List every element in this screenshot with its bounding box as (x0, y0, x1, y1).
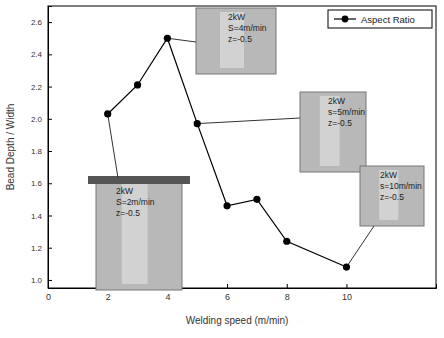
annotation-arrow (346, 226, 374, 267)
annotation-arrow (197, 118, 300, 124)
x-tick: 8 (285, 284, 290, 302)
x-tick-label: 10 (342, 292, 352, 302)
annotation-text: S=4m/min (228, 23, 267, 33)
y-tick: 1.0 (31, 276, 52, 285)
y-tick: 1.2 (31, 244, 52, 253)
x-tick: 10 (342, 284, 352, 302)
x-tick: 6 (225, 284, 230, 302)
y-tick: 2.0 (31, 115, 52, 124)
y-axis-title: Bead Depth / Width (5, 104, 16, 191)
y-tick-mark (48, 119, 52, 120)
y-tick-mark (48, 54, 52, 55)
y-tick-label: 2.4 (31, 50, 43, 59)
annotation-arrow (167, 38, 196, 42)
y-tick: 2.6 (31, 18, 52, 27)
y-axis: 1.0 1.2 1.4 1.6 1.8 2.0 2.2 2.4 2.6 (31, 7, 52, 289)
annotation-text: S=2m/min (116, 197, 155, 207)
y-tick-label: 1.2 (31, 244, 43, 253)
y-tick-label: 2.6 (31, 18, 43, 27)
inset-band (88, 176, 190, 184)
inset-image (360, 166, 424, 226)
y-tick: 2.2 (31, 83, 52, 92)
y-tick: 1.4 (31, 212, 52, 221)
y-tick-label: 1.0 (31, 276, 43, 285)
chart: 02468101.01.21.41.61.82.02.22.42.62kWS=2… (0, 0, 444, 338)
series-marker (253, 196, 260, 203)
annotations: 2kWS=2m/minz=-0.52kWS=4m/minz=-0.52kWs=5… (88, 8, 424, 290)
annotation-text: 2kW (116, 186, 133, 196)
series-marker (164, 35, 171, 42)
inset-image (196, 8, 276, 74)
annotation-arrow (108, 114, 118, 178)
series-marker (104, 110, 111, 117)
y-tick-mark (48, 151, 52, 152)
plot: 02468101.01.21.41.61.82.02.22.42.62kWS=2… (31, 6, 437, 302)
y-tick: 2.4 (31, 50, 52, 59)
y-tick-mark (48, 87, 52, 88)
legend: Aspect Ratio (328, 10, 432, 28)
y-tick-label: 1.6 (31, 179, 43, 188)
x-tick-label: 6 (225, 292, 230, 302)
legend-label: Aspect Ratio (361, 14, 415, 25)
series-marker (194, 120, 201, 127)
x-tick-mark (227, 284, 228, 288)
annotation-text: z=-0.5 (380, 192, 404, 202)
annotation-text: 2kW (228, 12, 245, 22)
y-tick-mark (48, 215, 52, 216)
series-line (108, 38, 347, 267)
annotation: 2kWs=5m/minz=-0.5 (197, 92, 366, 172)
inset-image (96, 178, 182, 290)
x-tick-label: 8 (285, 292, 290, 302)
x-tick-mark (287, 284, 288, 288)
y-tick-label: 2.2 (31, 83, 43, 92)
y-tick-mark (48, 183, 52, 184)
x-axis-title: Welding speed (m/min) (186, 315, 289, 326)
annotation: 2kWS=2m/minz=-0.5 (88, 114, 190, 290)
x-tick-mark (346, 284, 347, 288)
y-axis-line (49, 7, 53, 289)
inset-image (300, 92, 366, 172)
annotation-text: z=-0.5 (328, 118, 352, 128)
annotation-text: 2kW (380, 170, 397, 180)
y-tick-label: 1.8 (31, 147, 43, 156)
annotation: 2kWS=4m/minz=-0.5 (167, 8, 276, 74)
y-tick-mark (48, 280, 52, 281)
series-marker (134, 81, 141, 88)
y-tick-mark (48, 248, 52, 249)
x-tick-label: 4 (165, 292, 170, 302)
x-tick-label: 0 (46, 292, 51, 302)
annotation-text: s=5m/min (328, 107, 365, 117)
annotation-text: s=10m/min (380, 181, 422, 191)
series-marker (343, 263, 350, 270)
series-marker (223, 202, 230, 209)
series-marker (283, 238, 290, 245)
legend-box (328, 10, 432, 28)
marks (104, 35, 350, 271)
y-tick-label: 1.4 (31, 212, 43, 221)
x-tick-label: 2 (106, 292, 111, 302)
annotation-text: z=-0.5 (116, 208, 140, 218)
annotation-text: z=-0.5 (228, 34, 252, 44)
annotation: 2kWs=10m/minz=-0.5 (346, 166, 424, 267)
y-tick: 1.8 (31, 147, 52, 156)
y-tick-label: 2.0 (31, 115, 43, 124)
annotation-text: 2kW (328, 96, 345, 106)
y-tick-mark (48, 22, 52, 23)
legend-marker (342, 16, 349, 23)
y-tick: 1.6 (31, 179, 52, 188)
